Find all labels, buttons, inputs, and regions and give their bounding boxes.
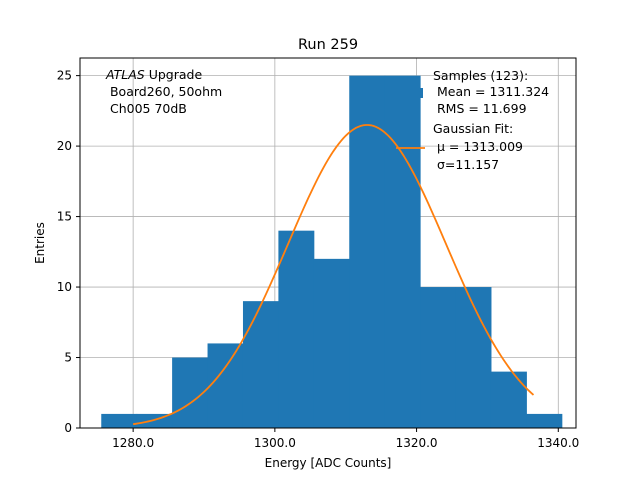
legend-samples-line-1: Samples (123): <box>433 68 528 83</box>
histogram-bars <box>101 75 563 428</box>
x-axis-ticks: 1280.0 1300.0 1320.0 1340.0 <box>112 428 579 450</box>
y-tick-label-5: 25 <box>57 69 72 83</box>
histogram-bar-6 <box>313 258 350 428</box>
plot-frame <box>79 57 577 429</box>
x-tick-label-3: 1340.0 <box>537 436 579 450</box>
gaussian-fit-curve <box>133 124 535 426</box>
chart-legend: Samples (123): Mean = 1311.324 RMS = 11.… <box>396 68 549 172</box>
chart-title: Run 259 <box>298 37 358 53</box>
annotation-italic: ATLAS <box>105 67 145 82</box>
histogram-bar-11 <box>490 371 527 428</box>
histogram-bar-8 <box>384 75 421 428</box>
annotation-rest: Upgrade <box>145 67 203 82</box>
histogram-bar-9 <box>420 287 457 428</box>
histogram-bar-12 <box>526 413 563 428</box>
atlas-annotation: ATLAS Upgrade Board260, 50ohm Ch005 70dB <box>105 67 222 116</box>
y-tick-label-3: 15 <box>57 210 72 224</box>
legend-samples-swatch <box>417 88 423 98</box>
histogram-bar-10 <box>455 287 492 428</box>
annotation-line-2: Board260, 50ohm <box>106 84 222 99</box>
histogram-bar-0 <box>101 413 138 428</box>
y-axis-label: Entries <box>33 222 47 264</box>
x-tick-label-2: 1320.0 <box>396 436 438 450</box>
legend-fit-mu: μ = 1313.009 <box>433 139 523 154</box>
histogram-bar-4 <box>242 301 279 428</box>
histogram-bar-5 <box>278 230 315 428</box>
y-tick-label-0: 0 <box>64 421 72 435</box>
legend-fit-sigma: σ=11.157 <box>433 157 499 172</box>
histogram-bar-7 <box>349 75 386 428</box>
y-tick-label-4: 20 <box>57 139 72 153</box>
annotation-line-3: Ch005 70dB <box>106 101 187 116</box>
legend-samples-line-2: Mean = 1311.324 <box>433 84 549 99</box>
x-tick-label-0: 1280.0 <box>112 436 154 450</box>
x-tick-label-1: 1300.0 <box>254 436 296 450</box>
histogram-bar-3 <box>207 343 244 428</box>
legend-fit-title: Gaussian Fit: <box>433 121 513 136</box>
y-tick-label-2: 10 <box>57 280 72 294</box>
gaussian-fit <box>133 124 535 426</box>
y-tick-label-1: 5 <box>64 351 72 365</box>
annotation-line-1: ATLAS Upgrade <box>105 67 202 82</box>
y-axis-ticks: 0 5 10 15 20 25 <box>57 69 80 435</box>
x-axis-label: Energy [ADC Counts] <box>265 456 392 470</box>
legend-samples-line-3: RMS = 11.699 <box>433 101 527 116</box>
